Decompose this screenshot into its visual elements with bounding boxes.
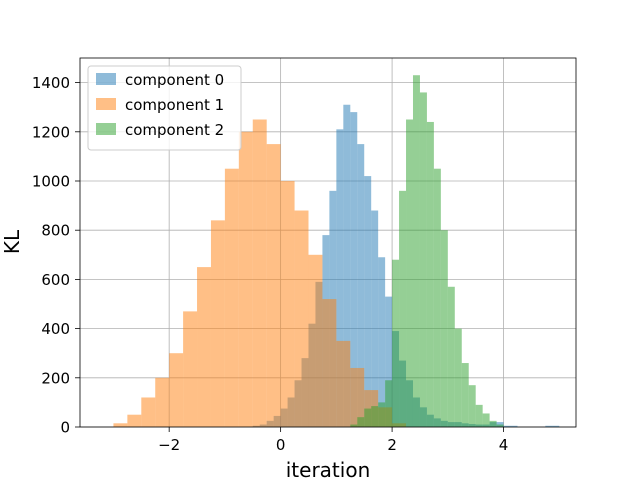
histogram-bar	[343, 104, 351, 428]
histogram-bar	[378, 257, 386, 427]
legend-label: component 2	[125, 121, 224, 139]
histogram-bar	[447, 286, 455, 427]
y-axis-label: KL	[0, 229, 24, 254]
histogram-bar	[336, 129, 344, 427]
histogram-bar	[294, 210, 309, 427]
legend-label: component 1	[125, 96, 224, 114]
legend-swatch	[96, 123, 116, 135]
histogram-bar	[496, 424, 504, 427]
histogram-bar	[322, 299, 337, 427]
histogram-bar	[280, 181, 295, 427]
y-tick-label: 800	[41, 222, 70, 240]
histogram-bar	[496, 422, 504, 427]
histogram-bar	[169, 353, 184, 427]
histogram-bar	[357, 417, 365, 427]
histogram-bar	[385, 380, 393, 427]
legend: component 0 component 1 component 2	[87, 65, 242, 151]
histogram-bar	[266, 144, 281, 427]
histogram-bar	[552, 425, 560, 427]
histogram-bar	[378, 402, 386, 427]
y-tick-label: 1400	[32, 74, 70, 92]
histogram-bar	[155, 377, 170, 427]
x-tick-label: 0	[276, 436, 286, 454]
x-axis-label: iteration	[286, 458, 371, 480]
y-tick-label: 600	[41, 271, 70, 289]
histogram-bar	[392, 259, 400, 427]
histogram-bar	[433, 168, 441, 427]
histogram-bar	[357, 144, 365, 427]
histogram-bar	[127, 414, 142, 427]
legend-swatch	[96, 98, 116, 110]
histogram-bar	[224, 168, 239, 427]
histogram-bar	[385, 296, 393, 427]
histogram-bar	[482, 413, 490, 427]
histogram-bar	[440, 230, 448, 427]
histogram-bar	[489, 420, 497, 427]
axis-ticks: −2 0 2 4 0 200 400 600 800 1000 1200 1400	[32, 74, 509, 454]
y-tick-label: 1200	[32, 123, 70, 141]
histogram-bar	[468, 385, 476, 427]
histogram-bar	[336, 340, 351, 427]
histogram-bar	[419, 92, 427, 427]
histogram-bar	[454, 328, 462, 427]
histogram-bar	[364, 176, 372, 427]
histogram-bar	[350, 367, 365, 427]
histogram-bar	[350, 112, 358, 428]
axes-frame	[79, 57, 577, 428]
histogram-bar	[210, 220, 225, 427]
histogram-bar	[141, 397, 156, 427]
histogram-bar	[399, 190, 407, 427]
histogram-bars	[113, 75, 560, 428]
y-tick-label: 1000	[32, 173, 70, 191]
histogram-bar	[510, 425, 518, 427]
histogram-bar	[197, 267, 211, 427]
histogram-bar	[364, 408, 372, 427]
histogram-bar	[412, 75, 420, 427]
legend-box	[87, 65, 242, 151]
histogram-bar	[350, 424, 358, 427]
histogram-bar	[113, 423, 128, 427]
histogram-bar	[426, 121, 434, 428]
histogram-bar	[371, 406, 379, 427]
histogram-bar	[503, 425, 511, 427]
y-tick-label: 400	[41, 320, 70, 338]
histogram-bar	[252, 119, 267, 427]
histogram-bar	[461, 363, 469, 427]
x-tick-label: 4	[499, 436, 509, 454]
histogram-bar	[406, 119, 413, 427]
histogram-bar	[475, 404, 483, 427]
legend-label: component 0	[125, 71, 224, 89]
histogram-bar	[545, 425, 553, 427]
y-tick-label: 0	[60, 419, 70, 437]
histogram-bar	[308, 254, 323, 427]
histogram-bar	[371, 210, 379, 427]
legend-swatch	[96, 73, 116, 85]
y-tick-label: 200	[41, 369, 70, 387]
x-tick-label: 2	[387, 436, 397, 454]
histogram-bar	[183, 311, 198, 427]
series-2-bars	[350, 75, 504, 428]
histogram-bar	[238, 131, 253, 428]
x-tick-label: −2	[158, 436, 180, 454]
